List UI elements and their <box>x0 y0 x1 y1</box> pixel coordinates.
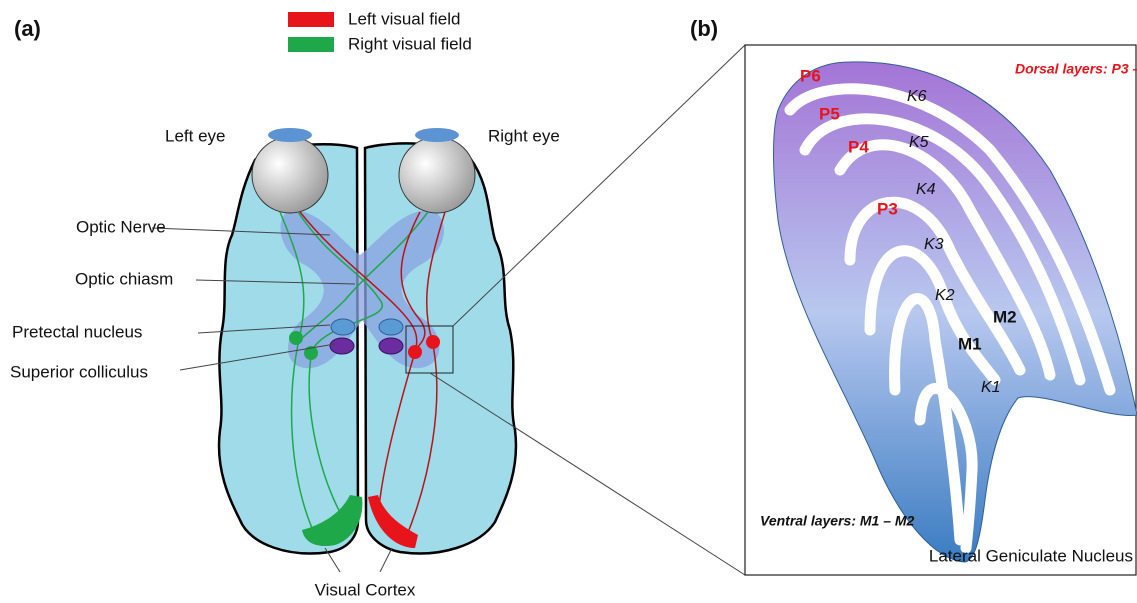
layer-label: K5 <box>909 134 929 151</box>
lgn-title: Lateral Geniculate Nucleus <box>929 546 1133 565</box>
layer-label: P3 <box>877 199 898 218</box>
legend-label: Left visual field <box>348 9 460 28</box>
layer-label: K1 <box>981 379 1001 396</box>
structure-label: Optic Nerve <box>76 217 166 236</box>
layer-label: P4 <box>848 137 869 156</box>
layer-label: K2 <box>935 287 955 304</box>
eye-label: Left eye <box>165 126 226 145</box>
layer-label: P6 <box>800 66 821 85</box>
eye-label: Right eye <box>488 126 560 145</box>
structure-label: Pretectal nucleus <box>12 322 142 341</box>
figure: (a) Left visual field Right visual field <box>0 0 1137 603</box>
structure-label: Optic chiasm <box>75 269 173 288</box>
structure-label: Superior colliculus <box>10 362 148 381</box>
layer-label: M2 <box>993 307 1017 326</box>
legend-swatch <box>288 12 334 27</box>
layer-label: P5 <box>819 104 840 123</box>
structure-label: Visual Cortex <box>315 580 416 599</box>
panel-label: (b) <box>690 16 718 41</box>
lgn <box>774 62 1137 562</box>
layer-label: K6 <box>907 88 927 105</box>
note: Ventral layers: M1 – M2 <box>760 513 915 529</box>
brain <box>219 128 516 553</box>
panel-label: (a) <box>14 16 41 41</box>
note: Dorsal layers: P3 – P6 <box>1015 61 1137 77</box>
legend-swatch <box>288 37 334 52</box>
legend-label: Right visual field <box>348 34 472 53</box>
layer-label: M1 <box>958 334 982 353</box>
layer-label: K4 <box>916 181 936 198</box>
layer-label: K3 <box>924 236 944 253</box>
